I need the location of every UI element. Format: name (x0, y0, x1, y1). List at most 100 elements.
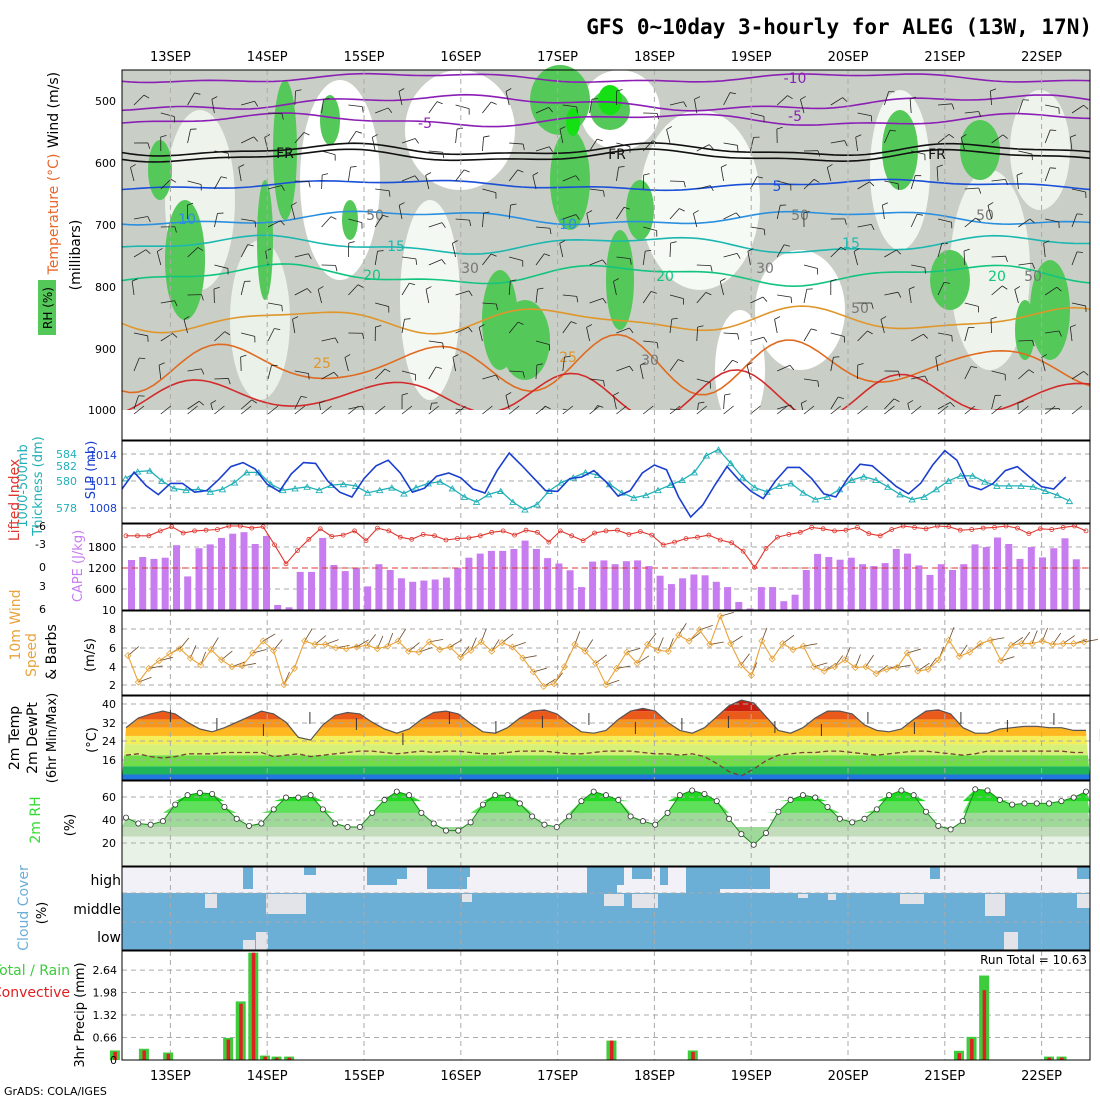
rh-marker (184, 792, 191, 799)
wind-barb-staff (750, 176, 758, 190)
wind-barb-flag (291, 202, 297, 206)
wind-barb-flag (575, 214, 580, 220)
rh-marker (1070, 794, 1077, 801)
wind-barb-staff (777, 294, 792, 298)
precip-rain-bar (1047, 1057, 1051, 1060)
wind-barb-flag (698, 401, 705, 404)
rh-marker (258, 820, 265, 827)
li-marker (295, 548, 300, 553)
rh-marker (430, 820, 437, 827)
thickness-marker (460, 493, 469, 500)
wind-barb-flag (787, 95, 793, 100)
wind-barb-staff (803, 264, 818, 269)
wind-barb-staff (723, 92, 731, 106)
wind-barb-flag (629, 258, 632, 265)
wind-barb-staff (696, 144, 710, 152)
wind-barb-staff (964, 187, 979, 190)
wind-speed-marker (332, 644, 340, 652)
li-marker (740, 548, 746, 554)
wind-barb-staff (1071, 302, 1086, 307)
wind-barb-flag (308, 253, 312, 260)
cape-bar (769, 587, 777, 610)
wind-speed-marker (581, 647, 589, 655)
li-tick-label: 6 (39, 603, 46, 616)
rh-marker (147, 821, 154, 828)
thickness-marker (436, 478, 445, 485)
wind-barb-flag (683, 181, 686, 188)
wind-speed-marker (311, 640, 319, 648)
wind-speed-marker (529, 668, 537, 676)
cape-bar (600, 560, 608, 610)
li-marker (786, 532, 792, 537)
tick-label: 20 (102, 837, 116, 850)
wind-barb-flag (948, 133, 955, 139)
contour-label: 15 (842, 236, 860, 252)
isotherm-line (121, 148, 1091, 163)
wind-barb-staff (348, 405, 363, 410)
wind-speed-marker (394, 637, 402, 645)
thickness-marker (968, 472, 977, 479)
wind-barb-flag (559, 126, 566, 130)
thickness-marker (1041, 487, 1050, 494)
thickness-marker (714, 446, 723, 453)
wind-barb-flag (517, 321, 524, 325)
surface-wind-barb (642, 405, 654, 415)
wind-speed-marker (488, 647, 496, 655)
tick-label: 1000 (88, 404, 116, 417)
wind-barb-flag (399, 202, 405, 206)
rh-marker (221, 803, 228, 810)
rh-marker (135, 820, 142, 827)
wind-barb-flag (951, 103, 955, 110)
li-marker (912, 525, 917, 530)
temp-line (125, 699, 1086, 741)
wind-barb-staff (669, 242, 672, 258)
wind-barb-flag (306, 288, 312, 294)
wind-barb-staff (616, 365, 630, 372)
thickness-marker (993, 482, 1001, 489)
tick-label: 578 (56, 502, 77, 515)
rh-marker (356, 824, 363, 831)
wind-barb-flag (456, 127, 464, 130)
li-marker (1037, 526, 1043, 532)
top-date-axis: 13SEP 14SEP 15SEP 16SEP 17SEP 18SEP 19SEP 20SEP… (150, 50, 1062, 65)
cape-bar (690, 574, 698, 610)
rh-marker (873, 806, 880, 813)
rh-marker (701, 790, 708, 797)
cape-bar (746, 608, 754, 610)
cape-bar (836, 559, 844, 610)
y-axis-label: (%) (63, 814, 78, 837)
moist-air-region (165, 200, 205, 320)
wind-barb-flag (869, 181, 875, 187)
thickness-marker (1065, 497, 1074, 505)
precip-legend-convective: Convective (0, 985, 70, 1001)
wind-barb-flag (147, 216, 151, 223)
cape-bar (611, 564, 619, 610)
wind-barb-flag (335, 265, 338, 272)
wind-barb-flag (898, 371, 901, 378)
wind-speed-marker (602, 681, 610, 689)
date-label-top: 22SEP (1021, 50, 1062, 65)
y-axis-label: SLP (mb) (84, 441, 99, 500)
tick-label: 16 (102, 754, 116, 767)
wind-barb-staff (267, 112, 283, 115)
wind-barb-flag (442, 152, 445, 159)
wind-barb-staff (428, 222, 443, 228)
panel-frame (121, 69, 1091, 441)
wind-barb-staff (910, 214, 918, 228)
wind-barb-staff (428, 101, 438, 114)
wind-speed-marker (124, 652, 132, 660)
wind-barb-flag (613, 392, 619, 396)
rh-marker (332, 820, 339, 827)
wind-speed-marker (197, 661, 205, 669)
wind-barb-flag (132, 278, 138, 282)
wind-barb-flag (724, 393, 731, 396)
wind-barb-flag (650, 291, 657, 294)
wind-barb-flag (762, 296, 768, 302)
thickness-marker (956, 472, 965, 479)
cape-bar (420, 580, 428, 610)
wind-barb-staff (803, 179, 815, 190)
li-marker (169, 524, 175, 530)
wind-barb-staff (589, 378, 604, 381)
wind-barb-flag (382, 214, 389, 218)
tick-label: 580 (56, 475, 77, 488)
